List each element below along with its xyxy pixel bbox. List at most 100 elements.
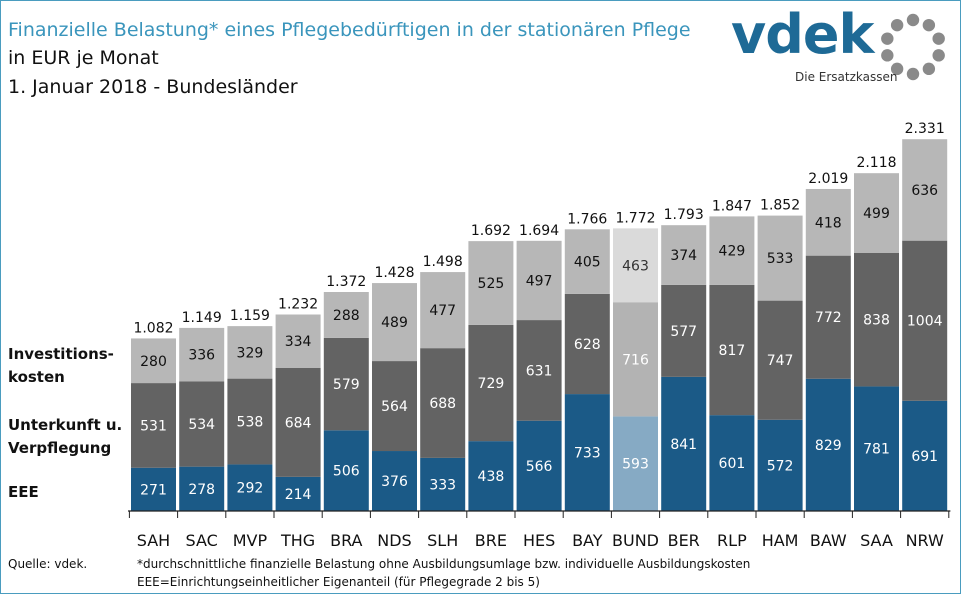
bar-segment-unterkunft [709, 284, 755, 416]
legend-eee: EEE [8, 481, 39, 504]
category-label: SAH [137, 531, 170, 550]
logo-ring-dot [932, 32, 945, 45]
value-label-eee: 781 [863, 442, 890, 458]
bar-segment-eee [420, 457, 466, 511]
logo-ring-dot [906, 67, 920, 81]
total-label: 1.232 [278, 296, 318, 312]
legend-unterkunft-line2: Verpflegung [8, 439, 112, 457]
value-label-investition: 489 [381, 315, 408, 331]
bar-segment-eee [179, 466, 225, 511]
value-label-eee: 438 [478, 469, 505, 485]
bar-segment-unterkunft [179, 381, 225, 467]
value-label-unterkunft: 684 [285, 415, 312, 431]
value-label-unterkunft: 631 [526, 363, 553, 379]
bar-segment-investition [323, 292, 369, 338]
total-label: 1.428 [374, 265, 414, 281]
value-label-investition: 288 [333, 308, 360, 324]
logo-ring-dot [881, 49, 894, 62]
total-label: 1.159 [230, 308, 270, 324]
total-label: 1.766 [567, 211, 607, 227]
bar-segment-eee [131, 467, 176, 511]
value-label-investition: 533 [767, 251, 794, 267]
logo-ring-dot [932, 49, 945, 62]
value-label-unterkunft: 817 [719, 343, 746, 359]
footnote-definition: *durchschnittliche finanzielle Belastung… [137, 557, 751, 571]
category-label: HAM [762, 531, 799, 550]
bar-segment-investition [179, 327, 225, 382]
bar-segment-unterkunft [902, 240, 948, 401]
category-label: RLP [717, 531, 747, 550]
chart-title: Finanzielle Belastung* eines Pflegebedür… [8, 19, 691, 41]
bar-segment-eee [613, 416, 658, 511]
bar-segment-unterkunft [131, 383, 176, 468]
logo-ring-dot [922, 62, 936, 76]
total-label: 1.372 [326, 274, 366, 290]
bar-segment-investition [757, 215, 803, 301]
category-label: BER [668, 531, 700, 550]
bar-segment-investition [564, 229, 610, 294]
value-label-investition: 463 [622, 258, 649, 274]
footnote-eee: EEE=Einrichtungseinheitlicher Eigenantei… [137, 575, 540, 589]
value-label-eee: 333 [429, 477, 456, 493]
category-label: BRE [475, 531, 507, 550]
value-label-investition: 477 [429, 303, 456, 319]
logo-ring-dot [922, 18, 936, 32]
legend-investition: Investitions- kosten [8, 343, 114, 389]
bar-segment-unterkunft [372, 361, 417, 452]
total-label: 2.118 [856, 155, 896, 171]
bar-segment-investition [854, 173, 899, 253]
value-label-unterkunft: 564 [381, 399, 408, 415]
source-note: Quelle: vdek. [8, 557, 88, 571]
total-label: 1.852 [760, 198, 800, 214]
value-label-unterkunft: 747 [767, 353, 794, 369]
category-label: BRA [330, 531, 362, 550]
legend-unterkunft: Unterkunft u. Verpflegung [8, 414, 122, 460]
value-label-investition: 329 [237, 345, 264, 361]
value-label-eee: 566 [526, 459, 553, 475]
bar-segment-unterkunft [420, 348, 466, 458]
dot-ring-icon [881, 13, 945, 81]
category-label: SAA [860, 531, 893, 550]
legend-unterkunft-line1: Unterkunft u. [8, 416, 123, 434]
chart-subtitle-unit: in EUR je Monat [8, 47, 159, 69]
bar-segment-eee [709, 415, 755, 511]
value-label-eee: 691 [911, 449, 938, 465]
value-label-unterkunft: 729 [478, 376, 505, 392]
value-label-eee: 271 [140, 482, 167, 498]
legend-investition-line1: Investitions- [8, 345, 114, 363]
bar-segment-eee [516, 420, 562, 511]
total-label: 1.772 [615, 210, 655, 226]
value-label-investition: 334 [285, 334, 312, 350]
bar-segment-investition [805, 188, 851, 256]
total-label: 1.149 [182, 310, 222, 326]
bar-segment-unterkunft [275, 367, 321, 477]
total-label: 1.082 [133, 320, 173, 336]
value-label-investition: 374 [670, 248, 697, 264]
category-label: THG [280, 531, 315, 550]
value-label-unterkunft: 628 [574, 337, 601, 353]
value-label-unterkunft: 1004 [907, 314, 943, 330]
value-label-eee: 572 [767, 458, 794, 474]
bar-segment-investition [709, 216, 755, 285]
bar-segment-eee [757, 419, 803, 511]
value-label-eee: 829 [815, 438, 842, 454]
bar-segment-unterkunft [516, 320, 562, 421]
bar-segment-investition [468, 241, 514, 325]
bar-segment-eee [372, 451, 417, 511]
value-label-unterkunft: 579 [333, 377, 360, 393]
value-label-eee: 593 [622, 457, 649, 473]
value-label-eee: 841 [670, 437, 697, 453]
logo-ring-dot [906, 13, 920, 27]
total-label: 2.019 [808, 171, 848, 187]
bar-segment-unterkunft [757, 300, 803, 420]
total-label: 1.692 [471, 223, 511, 239]
category-label: MVP [233, 531, 268, 550]
bar-segment-eee [854, 386, 899, 511]
total-label: 1.793 [664, 207, 704, 223]
value-label-investition: 429 [719, 244, 746, 260]
value-label-eee: 376 [381, 474, 408, 490]
bar-segment-unterkunft [854, 252, 899, 387]
value-label-investition: 405 [574, 255, 601, 271]
total-label: 2.331 [905, 121, 945, 137]
